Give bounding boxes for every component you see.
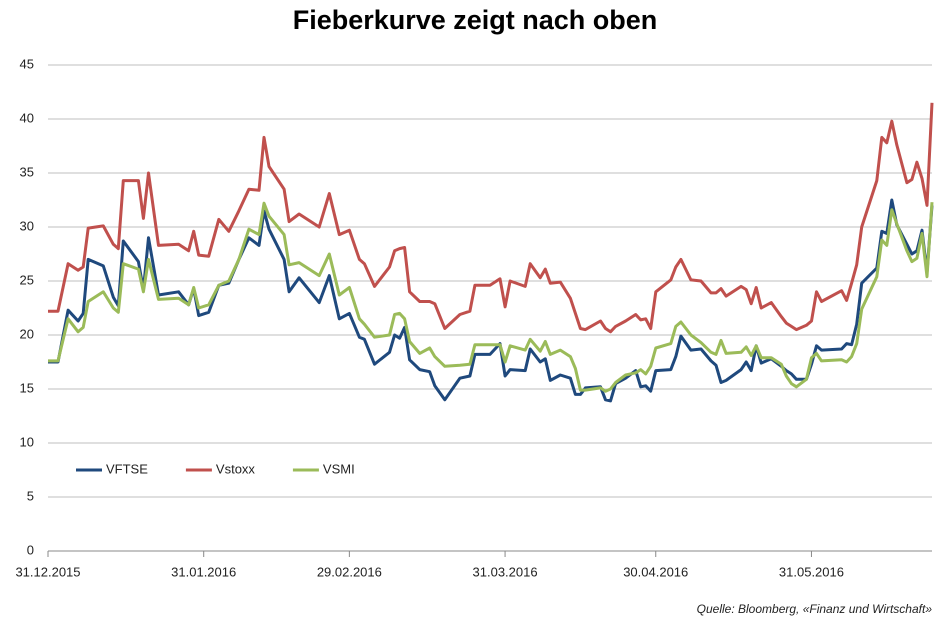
chart-title: Fieberkurve zeigt nach oben [293, 5, 658, 35]
y-tick-label: 25 [20, 272, 34, 287]
y-tick-label: 40 [20, 110, 34, 125]
series-line [48, 201, 934, 393]
y-tick-label: 0 [27, 542, 34, 557]
y-tick-label: 15 [20, 380, 34, 395]
y-tick-label: 45 [20, 56, 34, 71]
legend-label: VSMI [323, 461, 355, 476]
legend-label: Vstoxx [216, 461, 256, 476]
x-tick-label: 31.05.2016 [779, 564, 844, 579]
x-tick-label: 31.01.2016 [171, 564, 236, 579]
y-tick-label: 5 [27, 488, 34, 503]
x-tick-label: 30.04.2016 [623, 564, 688, 579]
y-tick-label: 20 [20, 326, 34, 341]
x-tick-label: 31.03.2016 [473, 564, 538, 579]
series-line [48, 102, 934, 334]
source-note: Quelle: Bloomberg, «Finanz und Wirtschaf… [697, 602, 933, 616]
y-tick-label: 10 [20, 434, 34, 449]
x-tick-label: 31.12.2015 [15, 564, 80, 579]
y-tick-label: 35 [20, 164, 34, 179]
x-tick-label: 29.02.2016 [317, 564, 382, 579]
y-tick-label: 30 [20, 218, 34, 233]
legend-label: VFTSE [106, 461, 148, 476]
